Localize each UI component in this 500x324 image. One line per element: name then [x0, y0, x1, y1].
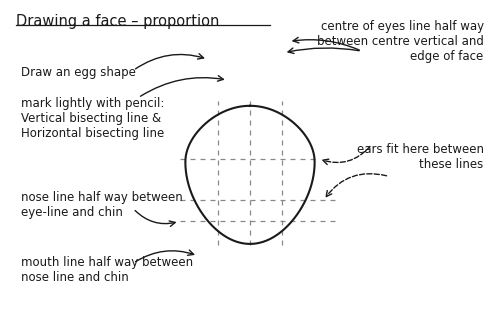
Text: mouth line half way between
nose line and chin: mouth line half way between nose line an…: [22, 256, 194, 284]
Text: Drawing a face – proportion: Drawing a face – proportion: [16, 14, 220, 29]
Text: Draw an egg shape: Draw an egg shape: [22, 65, 136, 78]
Text: ears fit here between
these lines: ears fit here between these lines: [356, 143, 484, 171]
Text: centre of eyes line half way
between centre vertical and
edge of face: centre of eyes line half way between cen…: [317, 20, 484, 63]
Text: nose line half way between
eye-line and chin: nose line half way between eye-line and …: [22, 191, 183, 219]
Text: mark lightly with pencil:
Vertical bisecting line &
Horizontal bisecting line: mark lightly with pencil: Vertical bisec…: [22, 97, 165, 140]
